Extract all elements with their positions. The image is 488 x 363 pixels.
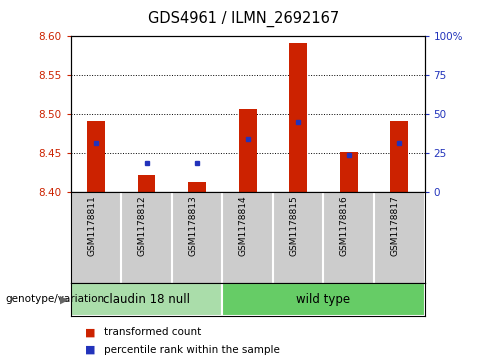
Bar bbox=[223, 283, 425, 316]
Bar bbox=[71, 283, 223, 316]
Text: claudin 18 null: claudin 18 null bbox=[103, 293, 190, 306]
Text: transformed count: transformed count bbox=[104, 327, 201, 337]
Text: GSM1178813: GSM1178813 bbox=[188, 195, 197, 256]
Text: GSM1178816: GSM1178816 bbox=[340, 195, 349, 256]
Text: GSM1178814: GSM1178814 bbox=[239, 195, 248, 256]
Bar bbox=[340, 152, 358, 192]
Text: GSM1178811: GSM1178811 bbox=[87, 195, 96, 256]
Bar bbox=[188, 182, 206, 192]
Text: GSM1178812: GSM1178812 bbox=[138, 195, 146, 256]
Text: percentile rank within the sample: percentile rank within the sample bbox=[104, 344, 280, 355]
Text: ■: ■ bbox=[85, 344, 96, 355]
Text: GSM1178817: GSM1178817 bbox=[390, 195, 399, 256]
Text: GDS4961 / ILMN_2692167: GDS4961 / ILMN_2692167 bbox=[148, 11, 340, 27]
Bar bbox=[87, 121, 105, 192]
Text: wild type: wild type bbox=[296, 293, 350, 306]
Text: GSM1178815: GSM1178815 bbox=[289, 195, 298, 256]
Text: ▶: ▶ bbox=[60, 294, 69, 305]
Bar bbox=[390, 121, 408, 192]
Text: ■: ■ bbox=[85, 327, 96, 337]
Text: genotype/variation: genotype/variation bbox=[5, 294, 104, 305]
Bar bbox=[138, 175, 155, 192]
Bar bbox=[239, 109, 257, 192]
Bar bbox=[289, 42, 307, 192]
